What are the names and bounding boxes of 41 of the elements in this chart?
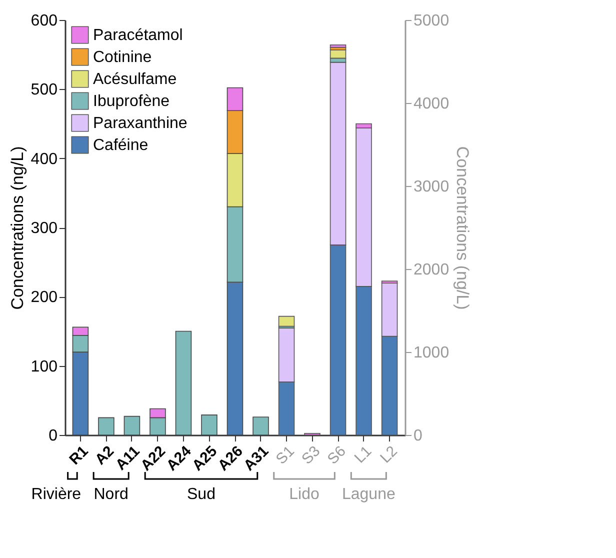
legend-label: Cotinine (93, 49, 152, 66)
y-tick-label: 600 (30, 12, 58, 30)
y-tick-label: 500 (30, 82, 58, 99)
bar (124, 416, 140, 436)
bar (278, 316, 295, 327)
y2-tick-label: 4000 (414, 96, 450, 112)
bar (98, 417, 114, 436)
legend-label: Acésulfame (93, 71, 177, 88)
text: Sud (187, 486, 216, 503)
x-tick-label: R1 (66, 442, 92, 468)
y-tick-label: 400 (30, 150, 58, 168)
y2-tick-label: 2000 (414, 262, 450, 278)
y-axis-title: Concentrations (ng/L) (8, 146, 27, 310)
x-tick-label: A2 (92, 442, 118, 468)
bar (201, 414, 218, 436)
bar (330, 44, 346, 48)
legend-label: Paraxanthine (93, 115, 188, 132)
text: Nord (94, 486, 128, 503)
x-tick-label: S6 (324, 442, 350, 468)
y2-tick-label: 3000 (414, 178, 450, 196)
x-tick-label: S1 (272, 442, 298, 468)
y-tick-label: 100 (30, 358, 58, 376)
y-tick-label: 300 (30, 220, 58, 237)
y-tick-label: 200 (30, 289, 58, 306)
y2-tick-label: 0 (414, 428, 422, 444)
x-tick-label: A31 (240, 442, 272, 474)
text: Lido (289, 486, 320, 503)
bar (252, 416, 269, 436)
legend-label: Caféine (93, 137, 148, 154)
bar (175, 330, 192, 436)
x-tick-label: L2 (377, 442, 401, 467)
y2-tick-label: 1000 (414, 344, 450, 362)
x-tick-label: L1 (351, 442, 376, 467)
x-tick-label: S3 (298, 442, 324, 468)
text: Rivière (31, 486, 82, 503)
y2-axis-title: Concentrations (ng/L) (453, 146, 472, 310)
y-tick-label: 0 (48, 428, 58, 444)
text: Lagune (342, 486, 396, 503)
legend-label: Ibuprofène (93, 93, 170, 110)
legend-label: Paracétamol (93, 27, 183, 44)
y2-tick-label: 5000 (414, 12, 450, 30)
